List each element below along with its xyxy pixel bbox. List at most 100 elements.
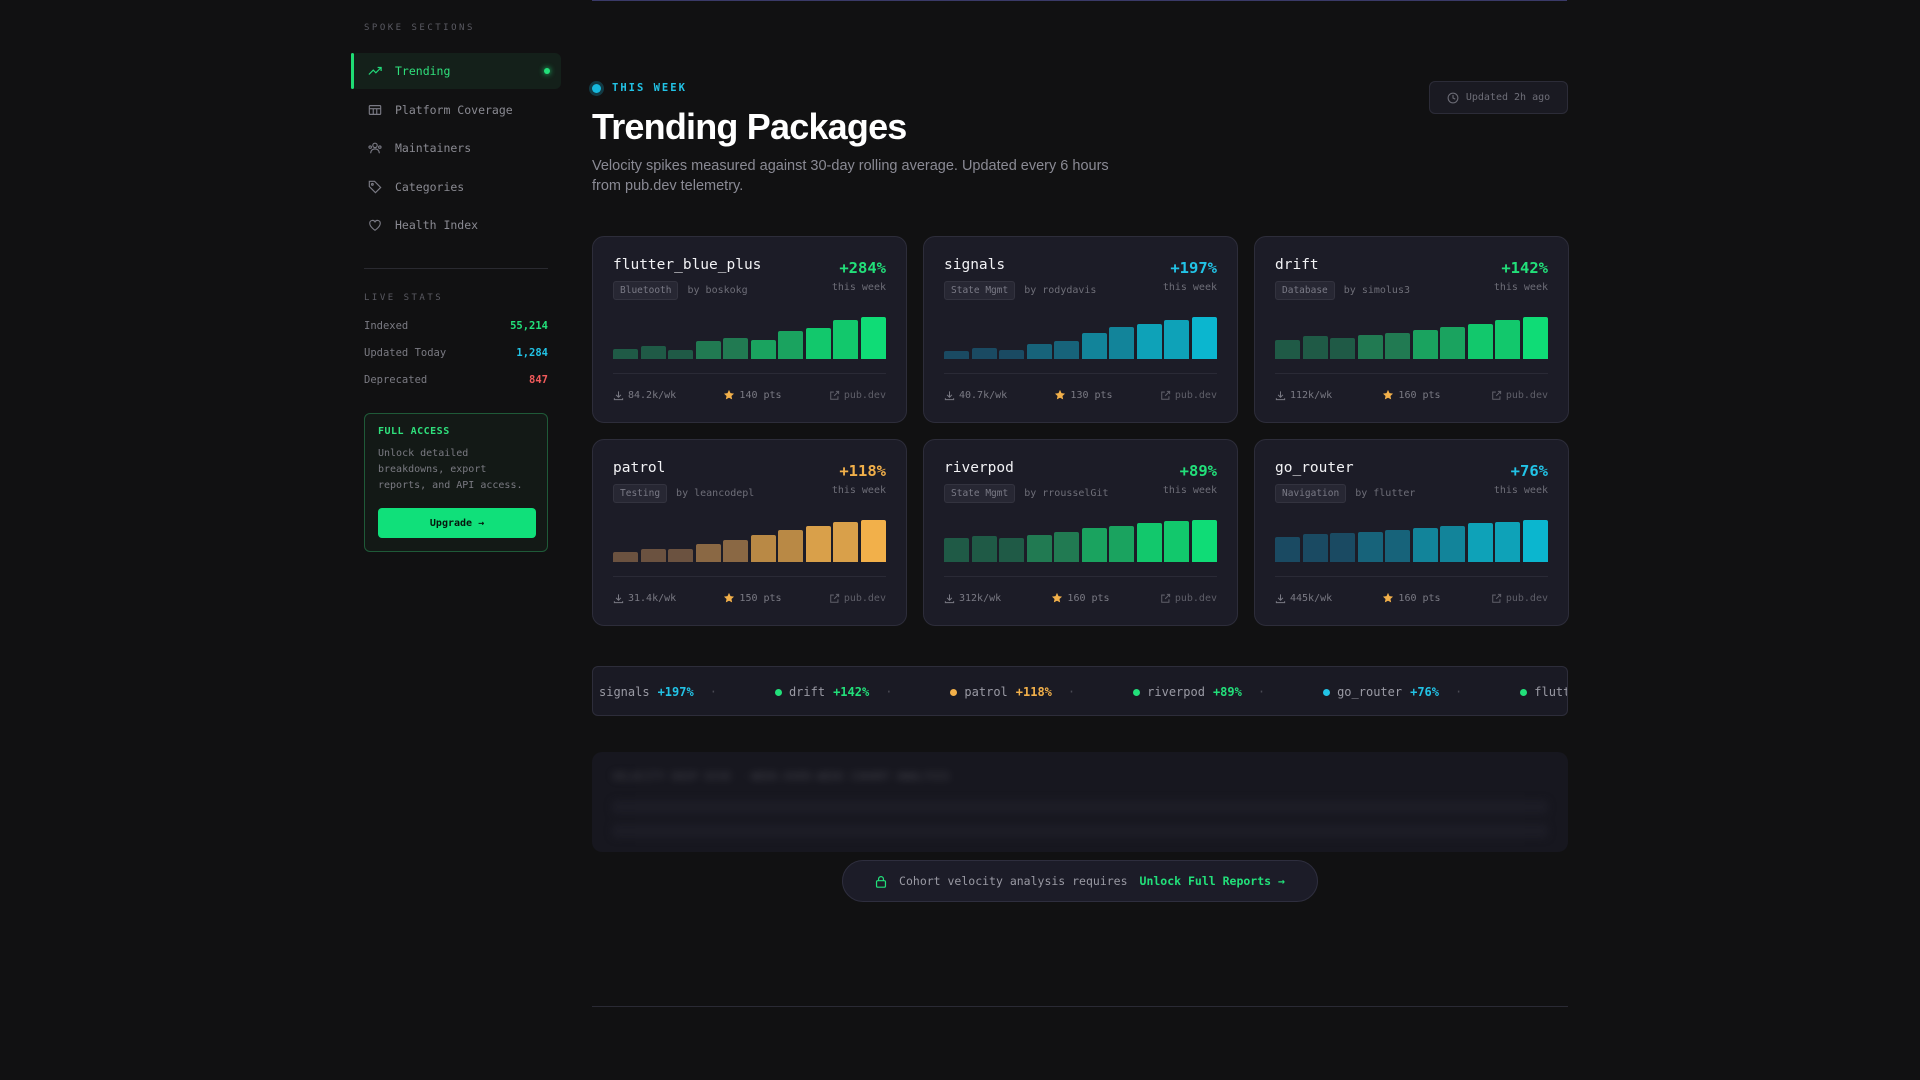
package-card-flutter-blue-plus[interactable]: flutter_blue_plus +284% this week Blueto… [592,236,907,423]
downloads-stat: 84.2k/wk [613,390,676,401]
pub-dev-label: pub.dev [843,592,886,604]
package-card-go-router[interactable]: go_router +76% this week Navigation by f… [1254,439,1569,626]
heart-icon [367,217,383,233]
velocity-bar [613,348,639,359]
velocity-bar [1330,338,1356,359]
downloads-value: 312k/wk [959,592,1002,604]
ticker-separator: · [709,685,717,699]
card-divider [1275,373,1548,374]
package-card-riverpod[interactable]: riverpod +89% this week State Mgmt by rr… [923,439,1238,626]
card-divider [613,373,886,374]
package-meta: State Mgmt by rrousselGit [944,484,1217,503]
card-footer: 40.7k/wk 130 pts pub.dev [944,389,1217,401]
package-author: by leancodepl [676,488,755,499]
external-link-icon [1492,390,1501,400]
ticker-separator: · [1257,685,1266,699]
ticker-dot [1520,688,1528,696]
blurred-title: VELOCITY DEEP DIVE · WEEK-OVER-WEEK COHO… [612,770,950,783]
card-footer: 31.4k/wk 150 pts pub.dev [613,592,886,604]
velocity-bar [750,535,776,562]
sidebar-item-trending[interactable]: Trending [351,53,561,89]
velocity-bar [723,540,749,562]
velocity-bar [999,537,1025,562]
updated-label: Updated 2h ago [1465,92,1551,103]
category-tag[interactable]: State Mgmt [944,281,1016,300]
velocity-bar [1467,323,1493,359]
ticker-item[interactable]: signals +197% [593,685,694,699]
package-card-patrol[interactable]: patrol +118% this week Testing by leanco… [592,439,907,626]
sidebar-nav: Trending Platform Coverage Maintainers C… [351,53,561,246]
pub-dev-label: pub.dev [1505,592,1548,604]
card-footer: 445k/wk 160 pts pub.dev [1275,592,1548,604]
ticker-item[interactable]: patrol +118% [950,685,1052,699]
ticker-percent: +89% [1212,685,1242,699]
pub-dev-label: pub.dev [1174,389,1217,401]
velocity-sparkbars [944,317,1217,359]
velocity-bar [1275,536,1301,562]
stat-label: Updated Today [364,347,447,359]
users-icon [367,140,383,156]
pub-dev-link[interactable]: pub.dev [1491,593,1548,604]
category-tag[interactable]: Testing [613,484,668,503]
points-stat: 160 pts [1382,592,1441,604]
velocity-bar [1412,527,1438,562]
ticker-item[interactable]: drift +142% [774,685,869,699]
ticker-item[interactable]: riverpod +89% [1133,685,1242,699]
ticker-package: drift [788,685,826,699]
pub-dev-link[interactable]: pub.dev [1160,390,1217,401]
package-card-drift[interactable]: drift +142% this week Database by simolu… [1254,236,1569,423]
velocity-bar [640,548,666,562]
velocity-bar [1330,533,1356,562]
pub-dev-link[interactable]: pub.dev [1491,390,1548,401]
velocity-bar [1191,317,1217,359]
promo-description: Unlock detailed breakdowns, export repor… [378,448,523,491]
sidebar-item-maintainers[interactable]: Maintainers [351,130,561,166]
velocity-percent: +118% [839,462,886,480]
sidebar-divider [364,268,548,269]
velocity-bar [1302,336,1328,359]
star-icon [1383,389,1394,400]
velocity-bar [1385,530,1411,562]
velocity-percent: +197% [1170,259,1217,277]
pub-dev-link[interactable]: pub.dev [829,390,886,401]
pub-dev-link[interactable]: pub.dev [829,593,886,604]
ticker-dot [950,688,958,696]
pub-dev-link[interactable]: pub.dev [1160,593,1217,604]
ticker-item[interactable]: flutter_blue_plus+284% [1520,685,1567,699]
package-author: by rrousselGit [1024,488,1109,499]
downloads-stat: 112k/wk [1275,390,1332,401]
eyebrow: THIS WEEK [592,82,687,94]
downloads-value: 84.2k/wk [628,389,677,401]
velocity-bar [1440,525,1466,562]
velocity-bar [805,327,831,359]
ticker-package: riverpod [1147,685,1205,699]
category-tag[interactable]: Database [1275,281,1335,300]
download-icon [613,390,624,400]
ticker-item[interactable]: go_router +76% [1323,685,1439,699]
velocity-bar [1522,317,1548,359]
velocity-bar [1522,520,1548,562]
velocity-bar [860,520,886,562]
upgrade-button[interactable]: Upgrade → [378,508,536,538]
card-divider [613,576,886,577]
sidebar-item-health-index[interactable]: Health Index [351,207,561,243]
velocity-bar [613,551,639,562]
trending-up-icon [367,63,383,79]
velocity-period: this week [831,282,886,293]
tag-icon [367,179,383,195]
pub-dev-label: pub.dev [843,389,886,401]
sidebar-item-categories[interactable]: Categories [351,169,561,205]
package-card-signals[interactable]: signals +197% this week State Mgmt by ro… [923,236,1238,423]
category-tag[interactable]: Navigation [1275,484,1347,503]
velocity-bar [1440,327,1466,359]
eyebrow-label: THIS WEEK [612,82,687,94]
velocity-bar [944,351,970,359]
sidebar-item-platform-coverage[interactable]: Platform Coverage [351,92,561,128]
points-value: 160 pts [1067,592,1110,604]
pub-dev-label: pub.dev [1505,389,1548,401]
unlock-full-reports-link[interactable]: Unlock Full Reports → [1139,874,1285,888]
category-tag[interactable]: Bluetooth [613,281,679,300]
category-tag[interactable]: State Mgmt [944,484,1016,503]
download-icon [1275,390,1286,400]
bottom-divider [592,1006,1568,1007]
